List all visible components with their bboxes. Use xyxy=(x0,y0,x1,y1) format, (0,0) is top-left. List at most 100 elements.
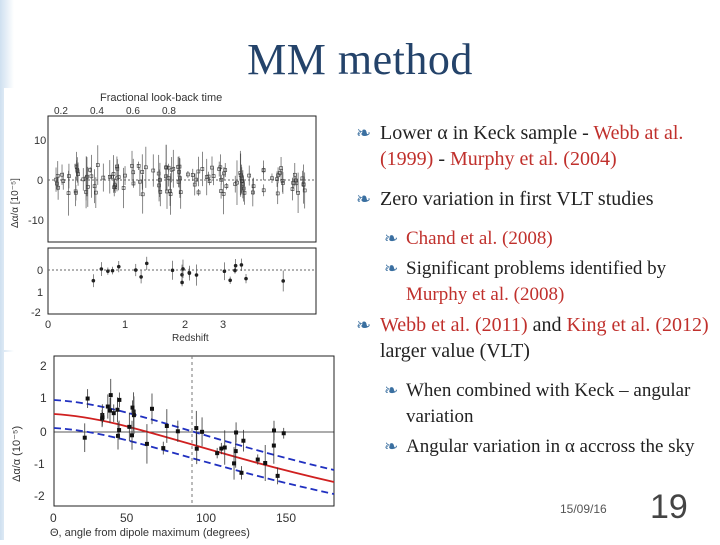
upper-point xyxy=(158,178,162,182)
dipole-point xyxy=(271,428,276,433)
upper-point xyxy=(89,174,94,179)
dx-tick-150: 150 xyxy=(276,511,296,525)
dipole-point xyxy=(239,470,244,475)
dipole-point xyxy=(82,435,87,440)
dipole-point xyxy=(263,461,268,466)
upper-point xyxy=(94,190,98,195)
upper-point xyxy=(219,177,224,182)
bullet-text: Murphy et al. (2008) xyxy=(406,284,565,305)
top-tick-label: 0.4 xyxy=(90,106,104,117)
dipole-point xyxy=(233,449,238,454)
x-tick-1: 1 xyxy=(122,319,128,331)
bullet-text: Significant problems identified by xyxy=(406,258,667,279)
upper-point xyxy=(115,166,120,171)
upper-point xyxy=(151,168,156,173)
lower-point xyxy=(133,268,138,272)
bullet-item: ❧ Webb et al. (2011) and King et al. (201… xyxy=(352,312,718,364)
upper-point xyxy=(290,187,295,191)
upper-point xyxy=(166,165,171,170)
bullet-text: Angular variation in α accross the sky xyxy=(406,436,695,457)
top-axis-ticks: 0.2 0.4 0.6 0.8 xyxy=(54,106,176,117)
bullet-text: Webb at al. (1999) xyxy=(380,122,684,170)
bullet-marker-icon: ❧ xyxy=(384,229,399,248)
upper-point xyxy=(247,173,252,178)
upper-point xyxy=(61,179,66,183)
dx-tick-100: 100 xyxy=(196,511,216,525)
dipole-point xyxy=(234,430,239,435)
upper-point xyxy=(123,173,127,178)
bullet-text: When combined with Keck – angular variat… xyxy=(406,380,691,427)
slide-number: 19 xyxy=(650,488,688,526)
dipole-point xyxy=(281,431,286,436)
upper-point xyxy=(121,186,126,190)
dipole-point xyxy=(130,433,135,438)
upper-point xyxy=(251,190,255,195)
dx-tick-50: 50 xyxy=(120,511,134,525)
lower-point xyxy=(116,264,121,269)
dipole-point xyxy=(241,438,246,443)
lower-point xyxy=(110,268,115,273)
dipole-point xyxy=(161,446,166,451)
dipole-point xyxy=(255,457,260,462)
upper-point xyxy=(165,189,169,194)
upper-point xyxy=(235,180,239,185)
upper-point xyxy=(207,179,212,184)
upper-point xyxy=(138,179,142,184)
upper-point xyxy=(158,190,163,194)
y-tick-lower-0: 0 xyxy=(37,265,43,277)
bullet-marker-icon: ❧ xyxy=(356,315,372,335)
upper-point xyxy=(275,191,280,196)
upper-point xyxy=(54,177,58,182)
dipole-point xyxy=(194,446,199,451)
upper-point xyxy=(224,184,229,189)
upper-point xyxy=(178,176,182,180)
dipole-frame xyxy=(53,355,335,507)
upper-point xyxy=(176,165,180,169)
upper-point xyxy=(211,174,216,178)
dipole-point xyxy=(108,393,113,398)
dy-tick-2: 2 xyxy=(40,359,47,373)
y-tick-neg10: -10 xyxy=(28,215,44,227)
dipole-plot: 2 1 0 -1 -2 Δα/α (10⁻⁵) 0 50 100 150 Θ, … xyxy=(11,355,335,539)
lower-point xyxy=(233,268,237,273)
upper-point xyxy=(275,177,279,181)
upper-point xyxy=(281,181,285,185)
upper-point xyxy=(270,176,274,181)
upper-point xyxy=(107,175,112,179)
upper-point xyxy=(238,173,243,177)
dipole-point xyxy=(107,408,112,413)
upper-point xyxy=(221,192,226,196)
upper-point xyxy=(206,174,211,179)
upper-point xyxy=(164,165,168,170)
lower-point xyxy=(91,278,96,283)
upper-point xyxy=(178,190,183,194)
upper-point xyxy=(144,165,148,170)
dipole-point xyxy=(271,443,276,448)
bullet-text: Chand et al. (2008) xyxy=(406,228,553,249)
dx-tick-0: 0 xyxy=(50,511,57,525)
y-tick-lower-1: 1 xyxy=(37,287,43,299)
upper-point xyxy=(300,176,305,181)
lower-points xyxy=(91,256,285,292)
dipole-point xyxy=(117,428,122,433)
lower-point xyxy=(233,263,238,268)
dipole-point xyxy=(105,404,110,409)
upper-point xyxy=(110,174,114,179)
dipole-point xyxy=(144,441,149,446)
dy-tick-1: 1 xyxy=(40,391,47,405)
upper-point xyxy=(291,181,296,185)
dipole-point xyxy=(116,433,121,438)
upper-panel-frame xyxy=(47,115,317,243)
upper-point xyxy=(278,171,282,175)
upper-point xyxy=(74,190,78,195)
upper-point xyxy=(241,186,246,191)
redshift-figure: Fractional look-back time 0.2 0.4 0.6 0.8 1… xyxy=(4,88,326,350)
x-tick-0: 0 xyxy=(45,319,51,331)
upper-point xyxy=(186,172,190,177)
upper-point xyxy=(112,185,117,189)
lower-point xyxy=(281,279,285,283)
upper-point xyxy=(223,168,228,172)
y-tick-10: 10 xyxy=(34,135,46,147)
redshift-plot: Fractional look-back time 0.2 0.4 0.6 0.8 1… xyxy=(10,92,317,344)
dipole-point xyxy=(275,473,280,478)
